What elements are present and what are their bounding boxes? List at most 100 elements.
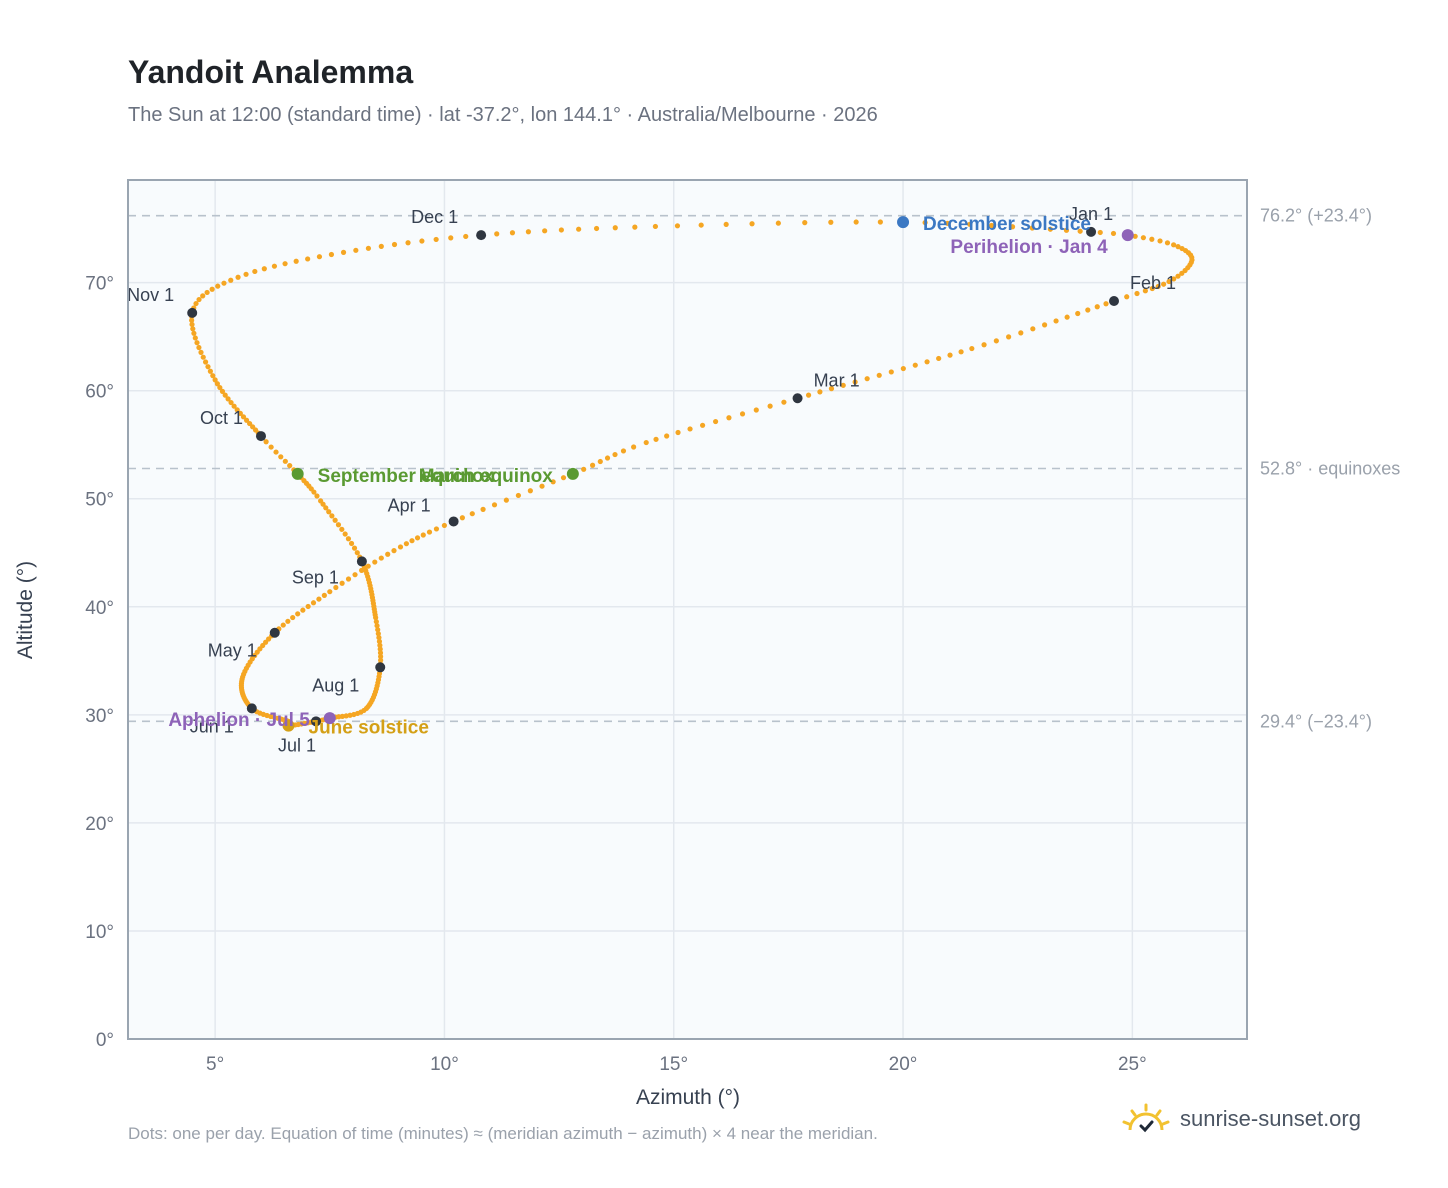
daily-sun-dot bbox=[189, 317, 195, 323]
month-marker bbox=[311, 716, 322, 727]
daily-sun-dot bbox=[375, 631, 381, 637]
daily-sun-dot bbox=[215, 283, 221, 289]
event-label: September equinox bbox=[318, 466, 495, 487]
daily-sun-dot bbox=[775, 220, 781, 226]
plot-area bbox=[128, 180, 1247, 1039]
daily-sun-dot bbox=[480, 506, 486, 512]
daily-sun-dot bbox=[550, 479, 556, 485]
daily-sun-dot bbox=[305, 256, 311, 262]
daily-sun-dot bbox=[414, 535, 421, 541]
daily-sun-dot bbox=[196, 296, 202, 303]
daily-sun-dot bbox=[1161, 281, 1167, 287]
daily-sun-dot bbox=[433, 236, 439, 243]
daily-sun-dot bbox=[1018, 330, 1024, 336]
daily-sun-dot bbox=[494, 231, 500, 237]
daily-sun-dot bbox=[290, 614, 296, 621]
daily-sun-dot bbox=[558, 227, 564, 233]
daily-sun-dot bbox=[525, 229, 532, 235]
daily-sun-dot bbox=[1053, 318, 1059, 324]
month-marker-label: Jul 1 bbox=[278, 735, 316, 755]
month-marker bbox=[1109, 296, 1120, 307]
daily-sun-dot bbox=[409, 538, 415, 544]
sun-logo-icon bbox=[1122, 1103, 1170, 1133]
daily-sun-dot bbox=[1179, 270, 1185, 276]
daily-sun-dot bbox=[420, 532, 426, 538]
daily-sun-dot bbox=[576, 226, 582, 232]
daily-sun-dot bbox=[210, 373, 216, 379]
daily-sun-dot bbox=[234, 407, 240, 413]
daily-sun-dot bbox=[1009, 224, 1016, 230]
daily-sun-dot bbox=[194, 340, 200, 346]
daily-sun-dot bbox=[378, 243, 384, 249]
month-marker-label: Feb 1 bbox=[1130, 273, 1176, 293]
daily-sun-dot bbox=[377, 642, 383, 648]
daily-sun-dot bbox=[1075, 310, 1081, 317]
daily-sun-dot bbox=[295, 611, 301, 617]
daily-sun-dot bbox=[252, 268, 258, 275]
event-marker bbox=[897, 216, 910, 229]
daily-sun-dot bbox=[205, 364, 211, 370]
daily-sun-dot bbox=[327, 589, 333, 595]
y-tick-label: 0° bbox=[96, 1030, 114, 1051]
daily-sun-dot bbox=[459, 515, 465, 521]
daily-sun-dot bbox=[604, 455, 611, 461]
daily-sun-dot bbox=[753, 407, 759, 413]
daily-sun-dot bbox=[403, 541, 410, 547]
y-tick-label: 20° bbox=[85, 814, 114, 835]
daily-sun-dot bbox=[876, 372, 882, 378]
daily-sun-dot bbox=[193, 300, 199, 307]
daily-sun-dot bbox=[419, 238, 425, 244]
daily-sun-dot bbox=[314, 493, 320, 499]
daily-sun-dot bbox=[378, 653, 384, 660]
daily-sun-dot bbox=[1029, 225, 1035, 231]
daily-sun-dot bbox=[597, 458, 603, 465]
daily-sun-dot bbox=[509, 230, 516, 236]
daily-sun-dot bbox=[491, 502, 498, 508]
daily-sun-dot bbox=[190, 326, 196, 332]
daily-sun-dot bbox=[612, 225, 618, 231]
daily-sun-dot bbox=[339, 526, 345, 532]
daily-sun-dot bbox=[189, 321, 195, 328]
daily-sun-dot bbox=[426, 529, 433, 535]
brand-name: sunrise-sunset.org bbox=[1180, 1106, 1361, 1131]
daily-sun-dot bbox=[560, 475, 567, 481]
daily-sun-dot bbox=[376, 638, 383, 645]
daily-sun-dot bbox=[217, 384, 223, 391]
daily-sun-dot bbox=[1175, 244, 1181, 250]
event-marker bbox=[291, 467, 304, 480]
daily-sun-dot bbox=[958, 349, 964, 355]
daily-sun-dot bbox=[273, 449, 279, 455]
daily-sun-dot bbox=[282, 458, 288, 464]
daily-sun-dot bbox=[200, 354, 206, 360]
daily-sun-dot bbox=[202, 359, 209, 365]
daily-sun-dot bbox=[375, 627, 381, 633]
daily-sun-dot bbox=[287, 463, 293, 469]
daily-sun-dot bbox=[981, 342, 987, 348]
daily-sun-dot bbox=[385, 551, 391, 557]
daily-sun-dot bbox=[247, 420, 253, 427]
daily-sun-dot bbox=[219, 388, 226, 394]
daily-sun-dot bbox=[335, 522, 342, 528]
brand[interactable]: sunrise-sunset.org bbox=[1120, 1102, 1361, 1136]
daily-sun-dot bbox=[817, 389, 823, 395]
daily-sun-dot bbox=[967, 221, 973, 227]
daily-sun-dot bbox=[712, 418, 719, 425]
daily-sun-dot bbox=[278, 454, 284, 460]
daily-sun-dot bbox=[441, 522, 447, 529]
daily-sun-dot bbox=[209, 286, 215, 292]
daily-sun-dot bbox=[828, 386, 835, 392]
event-marker bbox=[323, 712, 336, 725]
daily-sun-dot bbox=[620, 448, 627, 454]
daily-sun-dot bbox=[589, 462, 596, 468]
month-marker bbox=[476, 230, 487, 241]
daily-sun-dot bbox=[1142, 288, 1148, 294]
daily-sun-dot bbox=[316, 596, 322, 602]
daily-sun-dot bbox=[1103, 301, 1109, 307]
x-axis-title: Azimuth (°) bbox=[636, 1086, 740, 1109]
daily-sun-dot bbox=[316, 254, 323, 260]
event-marker bbox=[566, 467, 579, 480]
daily-sun-dot bbox=[699, 422, 706, 428]
month-marker bbox=[187, 307, 198, 318]
daily-sun-dot bbox=[326, 509, 332, 515]
x-tick-label: 5° bbox=[206, 1054, 224, 1075]
